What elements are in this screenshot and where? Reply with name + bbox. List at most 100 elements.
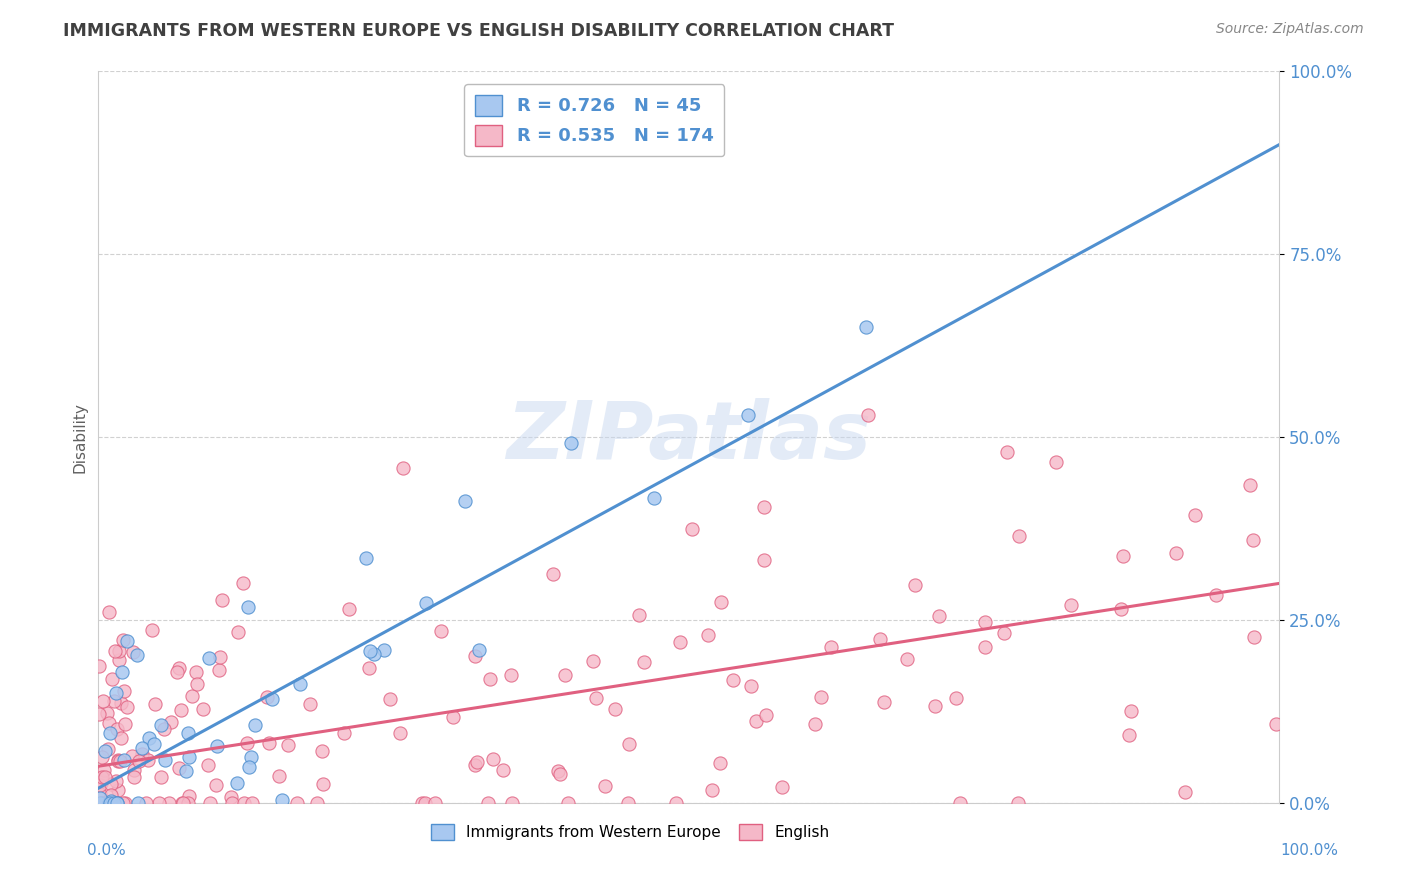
Point — [127, 648, 149, 663]
Point — [100, 777, 122, 791]
Point — [239, 750, 262, 764]
Point — [356, 550, 378, 565]
Point — [143, 698, 166, 712]
Point — [745, 714, 768, 728]
Point — [121, 748, 143, 763]
Point — [221, 796, 243, 810]
Point — [737, 408, 759, 422]
Point — [628, 607, 651, 622]
Point — [87, 707, 110, 722]
Point — [995, 444, 1018, 458]
Point — [90, 773, 112, 788]
Point — [172, 796, 194, 810]
Point — [1265, 717, 1288, 731]
Point — [1241, 533, 1264, 547]
Point — [112, 753, 135, 767]
Point — [945, 691, 967, 706]
Point — [482, 751, 505, 765]
Point — [257, 735, 280, 749]
Point — [1239, 478, 1261, 492]
Point — [89, 790, 111, 805]
Point — [153, 753, 176, 767]
Point — [114, 716, 136, 731]
Point — [170, 796, 193, 810]
Point — [110, 731, 132, 745]
Point — [94, 744, 117, 758]
Point — [107, 753, 129, 767]
Point — [148, 796, 170, 810]
Point — [869, 632, 891, 646]
Point — [101, 796, 124, 810]
Point — [468, 642, 491, 657]
Point — [101, 672, 124, 686]
Point — [391, 461, 413, 475]
Point — [430, 624, 453, 639]
Point — [441, 710, 464, 724]
Point — [1007, 528, 1029, 542]
Point — [232, 575, 254, 590]
Point — [373, 643, 395, 657]
Point — [108, 754, 131, 768]
Point — [131, 741, 153, 756]
Point — [305, 796, 328, 810]
Point — [633, 655, 655, 669]
Point — [311, 744, 333, 758]
Point — [423, 796, 446, 810]
Point — [359, 644, 381, 658]
Point — [191, 701, 214, 715]
Point — [243, 717, 266, 731]
Point — [104, 643, 127, 657]
Point — [710, 595, 733, 609]
Point — [89, 778, 111, 792]
Point — [709, 756, 731, 771]
Point — [363, 648, 385, 662]
Point — [115, 634, 138, 648]
Point — [121, 645, 143, 659]
Point — [111, 633, 134, 648]
Point — [204, 778, 226, 792]
Point — [454, 493, 477, 508]
Point — [141, 623, 163, 637]
Point — [810, 690, 832, 704]
Point — [312, 777, 335, 791]
Point — [557, 796, 579, 810]
Point — [186, 665, 208, 679]
Point — [100, 793, 122, 807]
Point — [197, 651, 219, 665]
Point — [177, 796, 200, 810]
Point — [103, 796, 125, 810]
Point — [904, 578, 927, 592]
Point — [560, 435, 582, 450]
Point — [477, 796, 499, 810]
Point — [492, 764, 515, 778]
Point — [617, 737, 640, 751]
Point — [752, 500, 775, 514]
Point — [1205, 588, 1227, 602]
Point — [131, 747, 153, 761]
Point — [97, 796, 120, 810]
Point — [122, 763, 145, 777]
Point — [226, 625, 249, 640]
Point — [166, 665, 188, 679]
Point — [770, 780, 793, 794]
Point — [186, 677, 208, 691]
Point — [157, 796, 180, 810]
Point — [98, 725, 121, 739]
Point — [114, 796, 136, 810]
Point — [169, 761, 191, 775]
Point — [149, 718, 172, 732]
Point — [669, 635, 692, 649]
Point — [105, 796, 128, 810]
Point — [974, 615, 997, 629]
Point — [110, 696, 132, 710]
Point — [413, 796, 436, 810]
Point — [170, 703, 193, 717]
Point — [143, 737, 166, 751]
Point — [98, 796, 121, 810]
Point — [290, 676, 312, 690]
Point — [1174, 785, 1197, 799]
Point — [205, 739, 228, 753]
Text: IMMIGRANTS FROM WESTERN EUROPE VS ENGLISH DISABILITY CORRELATION CHART: IMMIGRANTS FROM WESTERN EUROPE VS ENGLIS… — [63, 22, 894, 40]
Point — [541, 566, 564, 581]
Point — [617, 796, 640, 810]
